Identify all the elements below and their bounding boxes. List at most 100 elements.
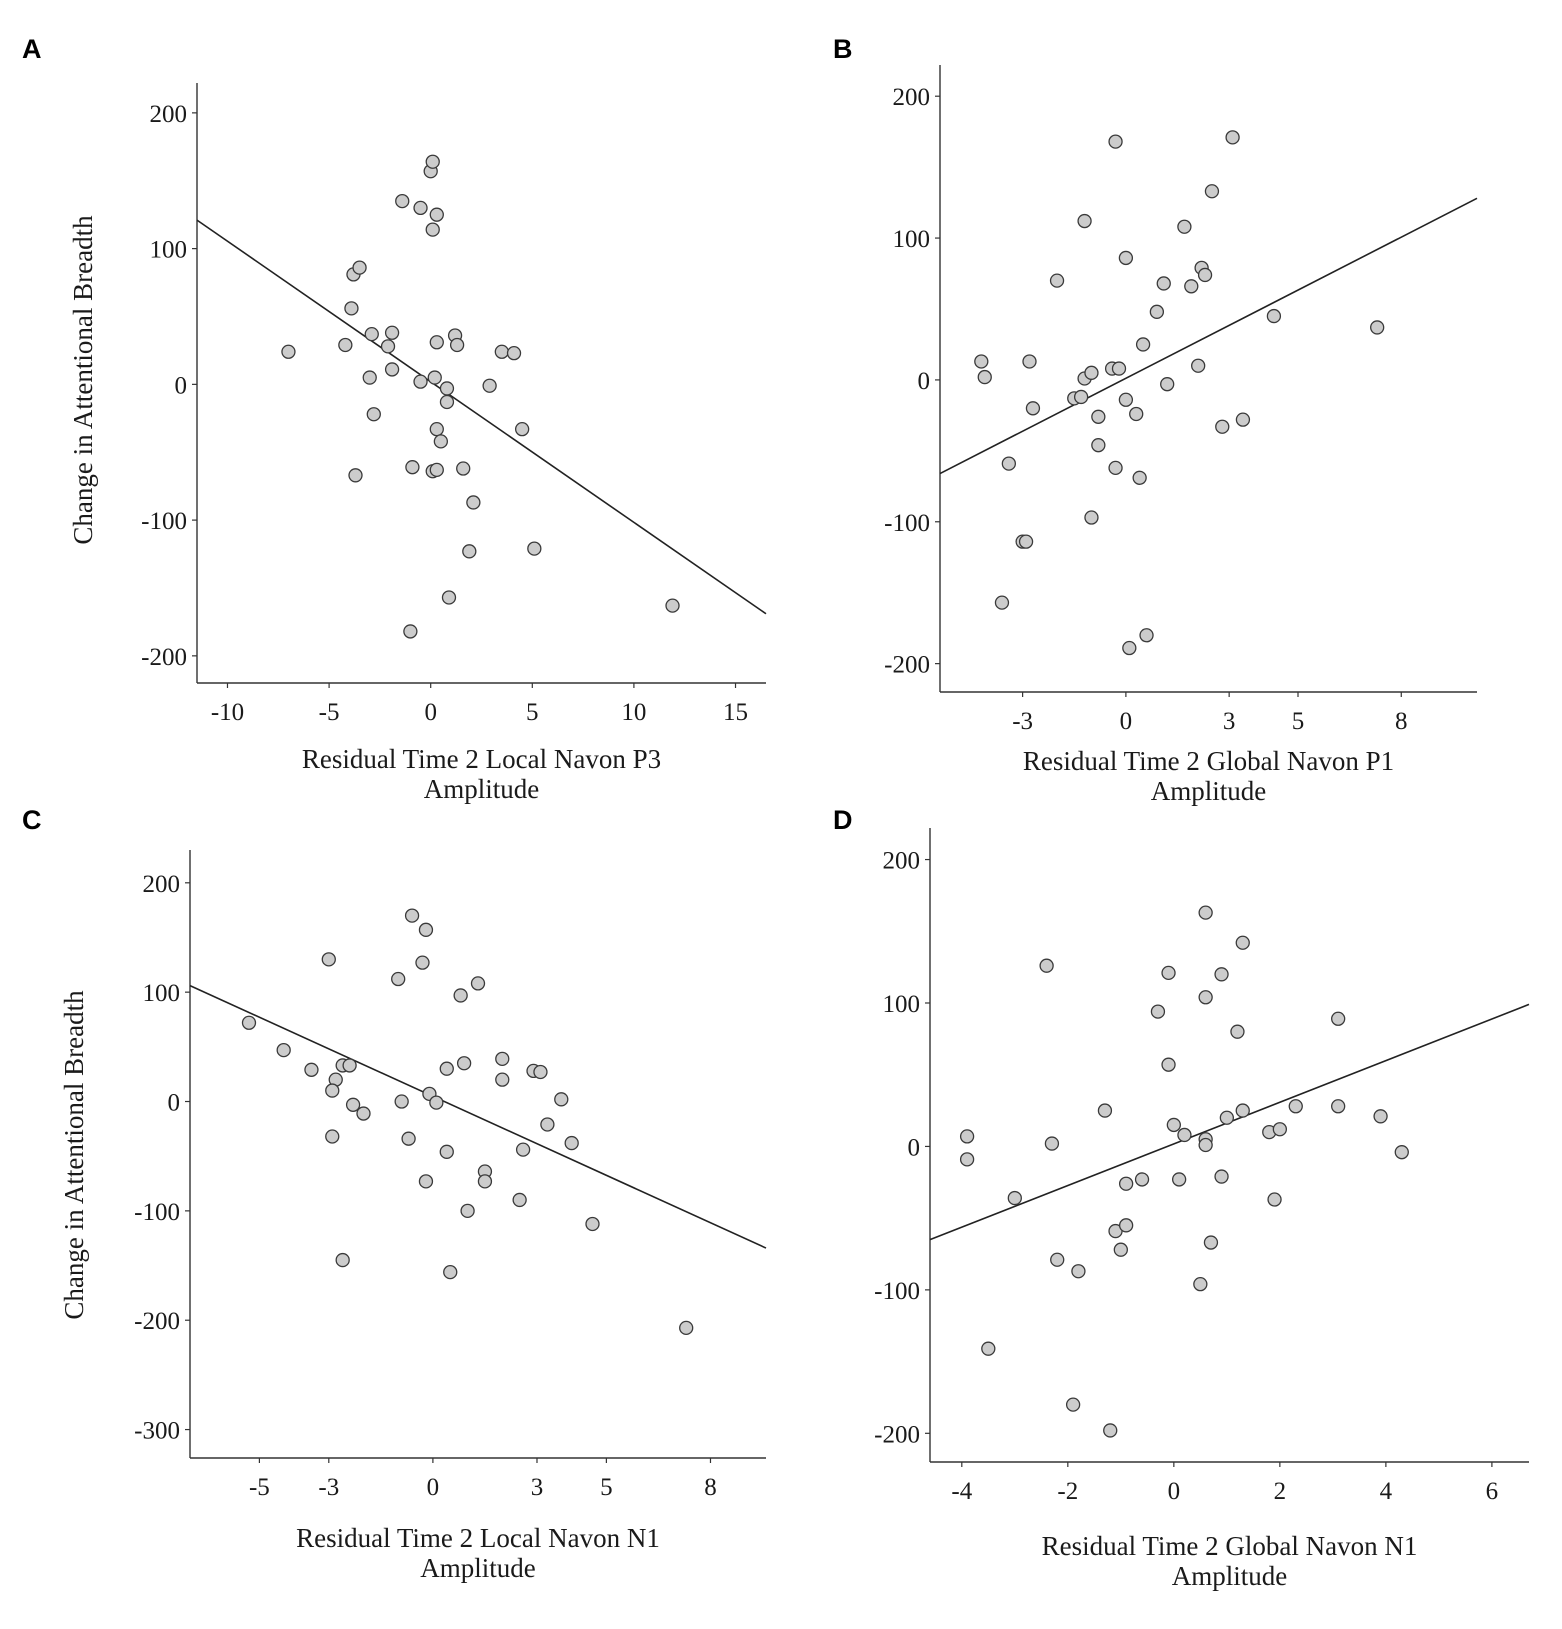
data-point [1150, 1004, 1166, 1019]
data-point [1097, 1103, 1113, 1118]
data-point [515, 1142, 531, 1157]
data-point [1108, 460, 1123, 476]
data-point [391, 971, 406, 987]
data-point [384, 362, 400, 377]
data-point [1139, 628, 1154, 643]
x-tick-label: 8 [704, 1474, 717, 1501]
data-point [380, 339, 396, 354]
data-point [665, 598, 680, 613]
x-axis-label: Residual Time 2 Local Navon N1 [296, 1523, 660, 1553]
data-point [1235, 1103, 1250, 1118]
data-point [425, 154, 440, 169]
data-point [1288, 1099, 1303, 1114]
data-point [338, 337, 353, 353]
data-point [1134, 1172, 1150, 1187]
data-point [1091, 409, 1106, 424]
data-point [512, 1192, 527, 1208]
data-point [1198, 990, 1213, 1005]
data-point [453, 988, 468, 1003]
data-point [585, 1216, 600, 1232]
x-axis-label: Residual Time 2 Global Navon P1 [1023, 746, 1394, 776]
data-point [439, 1061, 454, 1076]
data-point [362, 370, 377, 385]
x-axis-label: Amplitude [1172, 1561, 1288, 1591]
data-point [345, 1097, 361, 1112]
data-point [494, 344, 509, 359]
panel-letter-d: D [833, 805, 853, 835]
data-point [1113, 1242, 1128, 1257]
data-point [1111, 361, 1127, 376]
data-point [462, 544, 477, 559]
panel-c: C -300 -200 -100 0 100 200 -5 -3 0 3 5 8 Residual Ti… [22, 805, 767, 1583]
data-point [1198, 1137, 1213, 1153]
data-point [1073, 389, 1089, 405]
data-point [1373, 1109, 1388, 1124]
data-point [1272, 1122, 1288, 1137]
data-point [1135, 337, 1151, 352]
panel-letter-c: C [22, 805, 42, 835]
panel-d: D -200 -100 0 100 200 -4 -2 0 2 4 6 Residual Time 2… [833, 805, 1530, 1591]
x-tick-label: -3 [1012, 708, 1033, 735]
data-point [1077, 213, 1092, 229]
data-point [1267, 1192, 1282, 1207]
data-point [304, 1062, 319, 1077]
data-point [1184, 279, 1199, 294]
data-point [506, 345, 522, 361]
data-point [1044, 1136, 1060, 1151]
data-point [1129, 406, 1144, 422]
y-tick-label: -100 [141, 508, 187, 535]
data-point [418, 922, 434, 937]
data-point [1331, 1011, 1346, 1026]
panel-letter-b: B [833, 34, 853, 64]
y-tick-label: 100 [150, 237, 188, 264]
x-tick-label: 3 [1223, 708, 1236, 735]
data-point [1230, 1024, 1245, 1039]
x-tick-label: 5 [526, 699, 539, 726]
regression-line [939, 197, 1478, 475]
data-point [356, 1106, 371, 1121]
x-tick-label: -2 [1057, 1478, 1078, 1505]
data-point [1084, 365, 1099, 380]
data-point [1177, 1127, 1192, 1143]
y-axis-label: Change in Attentional Breadth [68, 215, 98, 545]
data-point [1071, 1264, 1086, 1279]
data-point [977, 369, 992, 385]
y-tick-label: -100 [874, 1278, 920, 1305]
data-point [395, 193, 410, 209]
data-point [281, 344, 296, 359]
x-tick-label: 0 [1120, 708, 1133, 735]
data-point [1001, 456, 1016, 471]
data-point [1161, 1057, 1176, 1072]
data-point [366, 407, 381, 422]
data-point [384, 325, 400, 340]
x-tick-label: 10 [621, 699, 646, 726]
data-point [1225, 130, 1240, 145]
x-tick-label: 15 [723, 699, 748, 726]
data-point [456, 461, 471, 476]
data-point [429, 462, 444, 478]
data-point [466, 495, 481, 510]
data-point [325, 1083, 340, 1098]
panel-a: A -200 -100 0 100 200 -10 -5 0 5 10 15 Residual Tim… [22, 34, 767, 804]
y-axis-label: Change in Attentional Breadth [59, 990, 89, 1320]
x-tick-label: 2 [1274, 1478, 1287, 1505]
data-point [429, 335, 444, 350]
data-point [241, 1015, 257, 1030]
data-point [1193, 1276, 1208, 1292]
data-point [405, 460, 420, 475]
data-point [533, 1064, 548, 1080]
panel-letter-a: A [22, 34, 42, 64]
data-point [1118, 1176, 1134, 1191]
x-axis-label: Amplitude [424, 774, 540, 804]
x-tick-label: -3 [318, 1474, 339, 1501]
data-point [959, 1129, 975, 1144]
y-tick-label: 100 [143, 980, 181, 1007]
x-tick-label: 5 [600, 1474, 613, 1501]
x-axis-label: Amplitude [1151, 776, 1267, 806]
data-point [342, 1058, 357, 1073]
data-point [495, 1072, 510, 1087]
x-axis-label: Amplitude [420, 1553, 536, 1583]
data-point [1266, 308, 1282, 324]
data-point [348, 468, 363, 483]
